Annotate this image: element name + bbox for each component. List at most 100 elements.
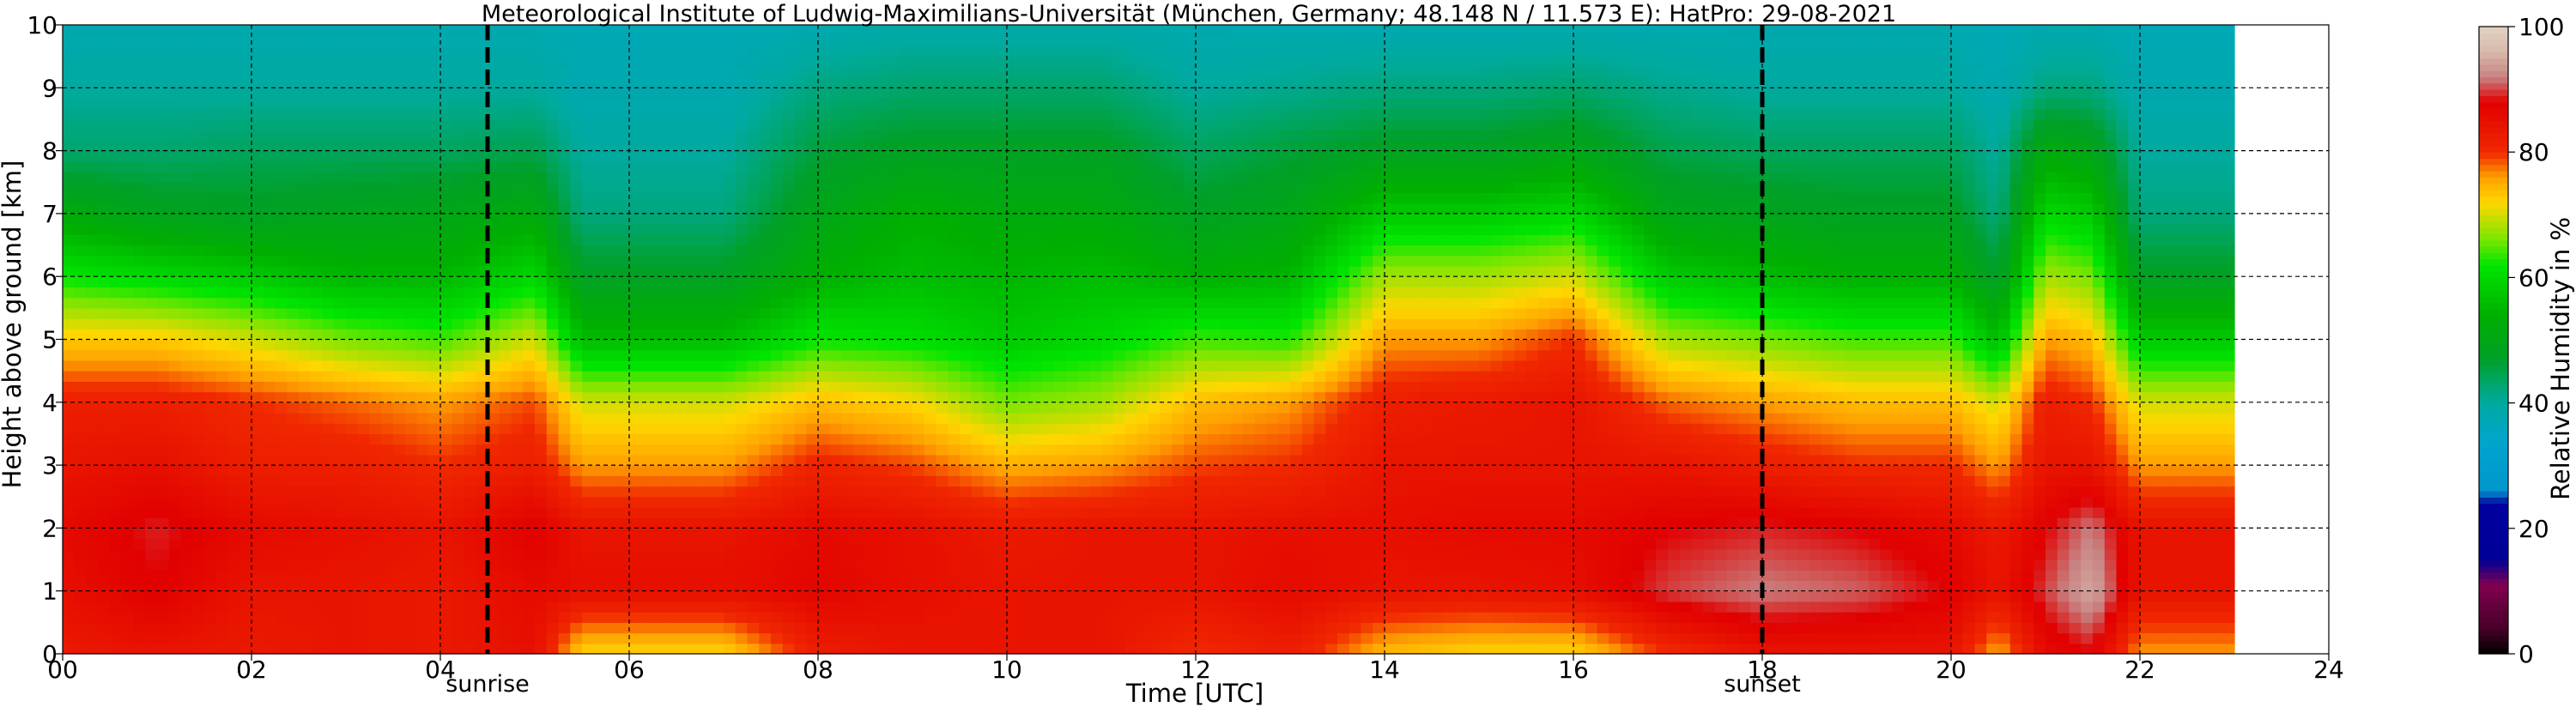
heatmap-cell [476, 402, 488, 414]
heatmap-cell [995, 402, 1008, 414]
heatmap-cell [499, 287, 512, 299]
heatmap-cell [86, 402, 99, 414]
heatmap-cell [570, 224, 583, 235]
heatmap-cell [535, 548, 548, 560]
heatmap-cell [605, 590, 618, 602]
heatmap-cell [310, 118, 324, 130]
heatmap-cell [180, 35, 193, 47]
heatmap-cell [322, 413, 335, 424]
heatmap-cell [1007, 423, 1020, 435]
heatmap-cell [688, 329, 701, 341]
heatmap-cell [488, 98, 500, 110]
heatmap-cell [593, 444, 607, 456]
heatmap-cell [558, 108, 571, 120]
heatmap-cell [570, 307, 583, 319]
heatmap-cell [168, 590, 182, 602]
heatmap-cell [841, 202, 854, 215]
heatmap-cell [393, 172, 406, 183]
heatmap-cell [310, 160, 324, 172]
heatmap-cell [652, 371, 665, 382]
heatmap-cell [593, 150, 607, 162]
heatmap-cell [227, 517, 240, 529]
heatmap-cell [357, 423, 371, 435]
heatmap-cell [215, 402, 229, 414]
heatmap-cell [346, 150, 359, 162]
heatmap-cell [346, 297, 359, 309]
heatmap-cell [582, 548, 595, 560]
heatmap-cell [712, 538, 724, 550]
heatmap-cell [688, 391, 701, 403]
heatmap-cell [180, 66, 193, 78]
heatmap-cell [806, 371, 819, 382]
heatmap-cell [829, 528, 843, 540]
heatmap-cell [192, 182, 205, 194]
heatmap-cell [712, 318, 724, 329]
heatmap-cell [310, 150, 324, 162]
heatmap-cell [593, 475, 607, 487]
heatmap-cell [452, 570, 465, 582]
heatmap-cell [912, 517, 925, 529]
heatmap-cell [1007, 192, 1020, 204]
heatmap-cell [74, 150, 88, 162]
heatmap-cell [676, 265, 689, 277]
heatmap-cell [1018, 329, 1032, 341]
heatmap-cell [570, 245, 583, 257]
heatmap-cell [310, 517, 324, 529]
heatmap-cell [936, 276, 949, 288]
heatmap-cell [227, 580, 240, 592]
heatmap-cell [227, 486, 240, 498]
heatmap-cell [215, 433, 229, 445]
heatmap-cell [535, 172, 548, 183]
heatmap-cell [452, 307, 465, 319]
heatmap-cell [640, 528, 654, 540]
heatmap-cell [357, 580, 371, 592]
heatmap-cell [724, 192, 736, 204]
heatmap-cell [74, 486, 88, 498]
heatmap-cell [818, 423, 831, 435]
heatmap-cell [357, 297, 371, 309]
heatmap-cell [593, 391, 607, 403]
heatmap-cell [652, 444, 665, 456]
heatmap-cell [1018, 391, 1032, 403]
heatmap-cell [582, 643, 595, 655]
heatmap-cell [759, 98, 772, 110]
heatmap-cell [393, 329, 406, 341]
heatmap-cell [157, 506, 170, 518]
heatmap-cell [1007, 245, 1020, 257]
heatmap-cell [794, 402, 807, 414]
heatmap-cell [936, 475, 949, 487]
heatmap-cell [640, 601, 654, 613]
heatmap-cell [381, 182, 394, 194]
heatmap-cell [700, 329, 712, 341]
heatmap-cell [700, 486, 712, 498]
heatmap-cell [1030, 35, 1043, 47]
heatmap-cell [865, 391, 878, 403]
heatmap-cell [133, 643, 146, 655]
heatmap-cell [393, 202, 406, 215]
heatmap-cell [110, 66, 123, 78]
heatmap-cell [287, 506, 300, 518]
heatmap-cell [381, 108, 394, 120]
heatmap-cell [535, 213, 548, 225]
heatmap-cell [464, 391, 476, 403]
heatmap-cell [299, 433, 312, 445]
heatmap-cell [700, 245, 712, 257]
heatmap-cell [275, 265, 288, 277]
heatmap-cell [936, 381, 949, 393]
heatmap-cell [404, 475, 418, 487]
heatmap-cell [841, 224, 854, 235]
heatmap-cell [1018, 496, 1032, 508]
heatmap-cell [239, 318, 252, 329]
heatmap-cell [700, 77, 712, 88]
heatmap-cell [523, 213, 536, 225]
heatmap-cell [511, 265, 524, 277]
heatmap-cell [971, 486, 985, 498]
heatmap-cell [416, 56, 429, 68]
heatmap-cell [546, 192, 560, 204]
heatmap-cell [712, 423, 724, 435]
heatmap-cell [204, 339, 217, 351]
heatmap-cell [393, 98, 406, 110]
heatmap-cell [629, 35, 642, 47]
heatmap-cell [393, 276, 406, 288]
heatmap-cell [204, 506, 217, 518]
